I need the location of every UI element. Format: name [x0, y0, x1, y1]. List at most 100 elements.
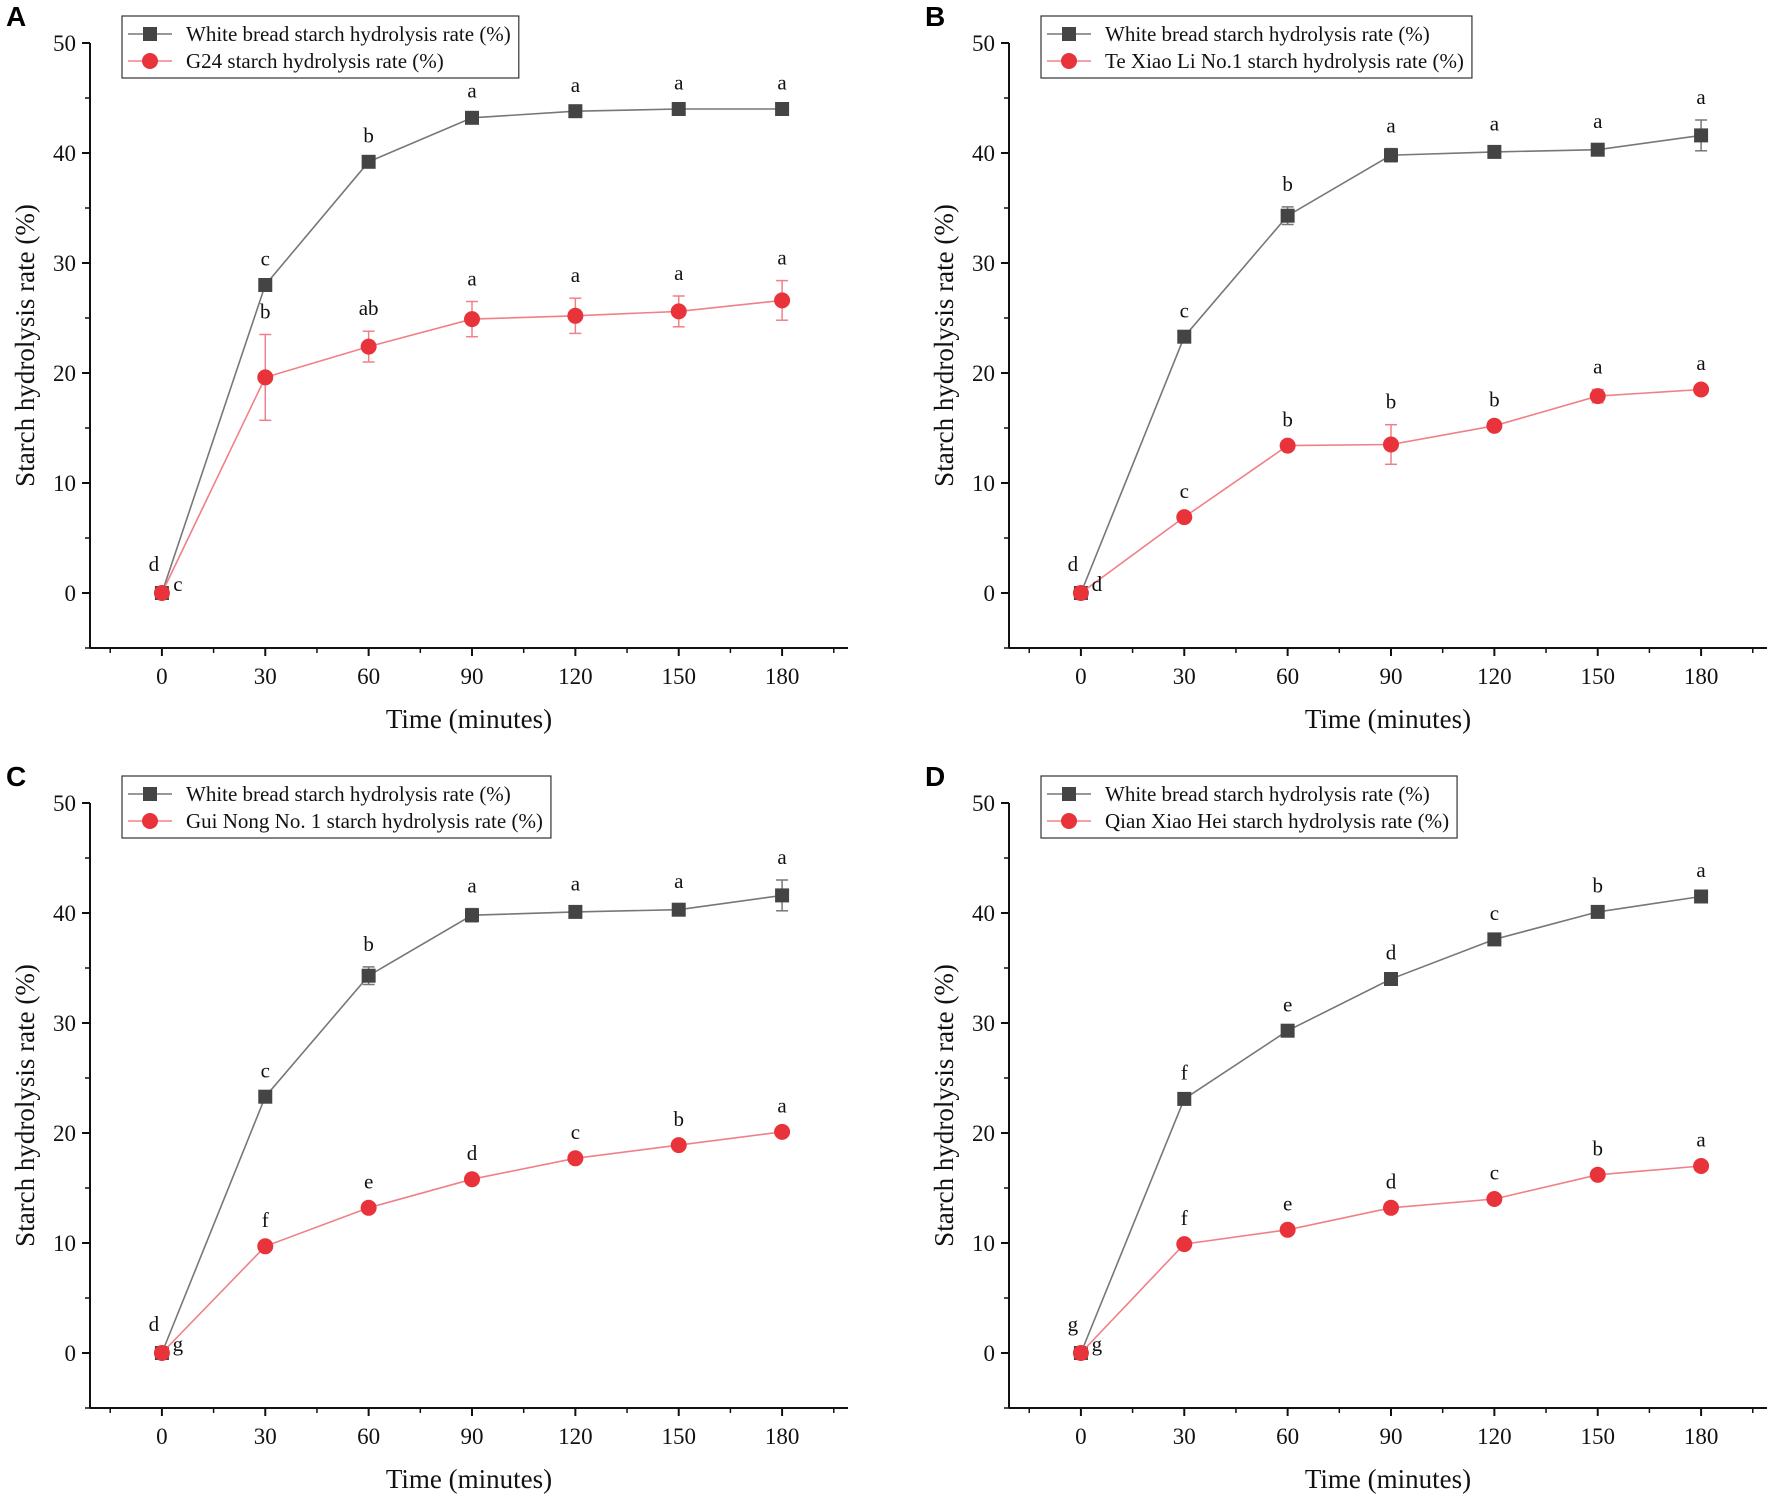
significance-label: b — [1592, 874, 1603, 898]
significance-label: d — [1386, 941, 1397, 965]
data-point-square — [671, 902, 686, 917]
x-tick-label: 60 — [1276, 664, 1299, 689]
data-point-circle — [464, 1171, 480, 1188]
significance-label: g — [173, 1332, 184, 1356]
data-point-circle — [1383, 436, 1399, 453]
significance-label: g — [1068, 1312, 1079, 1336]
data-point-square — [361, 968, 376, 983]
x-tick-label: 0 — [156, 664, 168, 689]
legend-marker-circle — [1061, 813, 1077, 829]
significance-label: d — [1092, 572, 1103, 596]
y-tick-label: 50 — [53, 31, 76, 56]
significance-label: d — [467, 1141, 478, 1165]
significance-label: a — [777, 246, 787, 270]
data-point-square — [1487, 144, 1502, 159]
significance-label: a — [1490, 111, 1500, 135]
y-tick-label: 50 — [53, 791, 76, 816]
significance-label: e — [1283, 1192, 1292, 1216]
significance-label: c — [261, 247, 270, 271]
y-tick-label: 30 — [53, 1011, 76, 1036]
significance-label: c — [1180, 298, 1189, 322]
x-tick-label: 30 — [254, 1424, 277, 1449]
data-point-circle — [1693, 381, 1710, 398]
y-tick-label: 10 — [972, 471, 995, 496]
y-tick-label: 30 — [972, 251, 995, 276]
significance-label: b — [1592, 1137, 1603, 1161]
significance-label: d — [1386, 1170, 1397, 1194]
significance-label: c — [173, 572, 182, 596]
data-point-circle — [1589, 388, 1606, 405]
data-point-circle — [774, 292, 791, 309]
significance-label: a — [1386, 114, 1396, 138]
data-point-square — [1487, 932, 1502, 947]
significance-label: a — [674, 71, 684, 95]
significance-label: e — [364, 1170, 373, 1194]
significance-label: a — [571, 263, 581, 287]
x-tick-label: 120 — [1477, 664, 1512, 689]
significance-label: b — [1282, 172, 1293, 196]
data-point-circle — [670, 1137, 687, 1154]
legend-marker-square — [143, 787, 157, 801]
legend-box — [1040, 15, 1473, 79]
x-tick-label: 60 — [357, 664, 380, 689]
significance-label: a — [1593, 109, 1603, 133]
data-point-square — [465, 908, 479, 923]
data-point-square — [568, 104, 583, 119]
x-tick-label: 120 — [558, 664, 593, 689]
significance-label: b — [1282, 407, 1293, 431]
y-axis-label: Starch hydrolysis rate (%) — [10, 204, 40, 487]
data-point-square — [1280, 1023, 1295, 1038]
x-axis-label: Time (minutes) — [386, 704, 552, 734]
x-tick-label: 30 — [254, 664, 277, 689]
data-point-square — [1590, 904, 1605, 919]
series-white-bread: d c b a a a a — [149, 845, 790, 1360]
series-line — [161, 894, 783, 1354]
data-point-square — [258, 1089, 273, 1104]
y-tick-label: 20 — [972, 1121, 995, 1146]
data-point-circle — [1486, 417, 1503, 434]
y-tick-label: 20 — [972, 361, 995, 386]
legend-label: G24 starch hydrolysis rate (%) — [186, 49, 444, 73]
significance-label: a — [777, 845, 787, 869]
data-point-circle — [153, 585, 170, 601]
data-point-circle — [1072, 585, 1089, 601]
y-tick-label: 0 — [984, 1341, 996, 1366]
series-line — [1080, 1165, 1702, 1354]
data-point-square — [465, 110, 479, 125]
data-point-circle — [567, 307, 584, 324]
y-tick-label: 20 — [53, 361, 76, 386]
significance-label: f — [262, 1208, 269, 1232]
x-tick-label: 90 — [461, 1424, 484, 1449]
data-point-circle — [670, 303, 687, 320]
data-point-circle — [1383, 1199, 1399, 1216]
series-line — [1080, 895, 1702, 1354]
data-point-circle — [257, 1238, 274, 1255]
significance-label: d — [1068, 552, 1079, 576]
significance-label: a — [777, 71, 787, 95]
y-tick-label: 40 — [53, 141, 76, 166]
x-tick-label: 90 — [1380, 1424, 1403, 1449]
significance-label: a — [777, 1094, 787, 1118]
x-tick-label: 120 — [558, 1424, 593, 1449]
data-point-circle — [1693, 1158, 1710, 1174]
y-tick-label: 0 — [65, 581, 77, 606]
significance-label: b — [363, 932, 374, 956]
data-point-square — [775, 102, 790, 116]
y-tick-label: 30 — [972, 1011, 995, 1036]
x-axis-label: Time (minutes) — [1305, 704, 1471, 734]
y-tick-label: 10 — [53, 1231, 76, 1256]
legend-marker-square — [143, 27, 157, 41]
significance-label: a — [1696, 1128, 1706, 1152]
x-tick-label: 30 — [1173, 1424, 1196, 1449]
data-point-circle — [464, 311, 480, 328]
data-point-circle — [1072, 1345, 1089, 1361]
series-sample: g f e d c b a — [153, 1094, 791, 1361]
x-tick-label: 150 — [1580, 1424, 1615, 1449]
y-axis-label: Starch hydrolysis rate (%) — [929, 204, 959, 487]
y-tick-label: 50 — [972, 791, 995, 816]
significance-label: g — [1092, 1332, 1103, 1356]
x-tick-label: 60 — [357, 1424, 380, 1449]
significance-label: a — [467, 78, 477, 102]
x-axis-label: Time (minutes) — [386, 1464, 552, 1494]
